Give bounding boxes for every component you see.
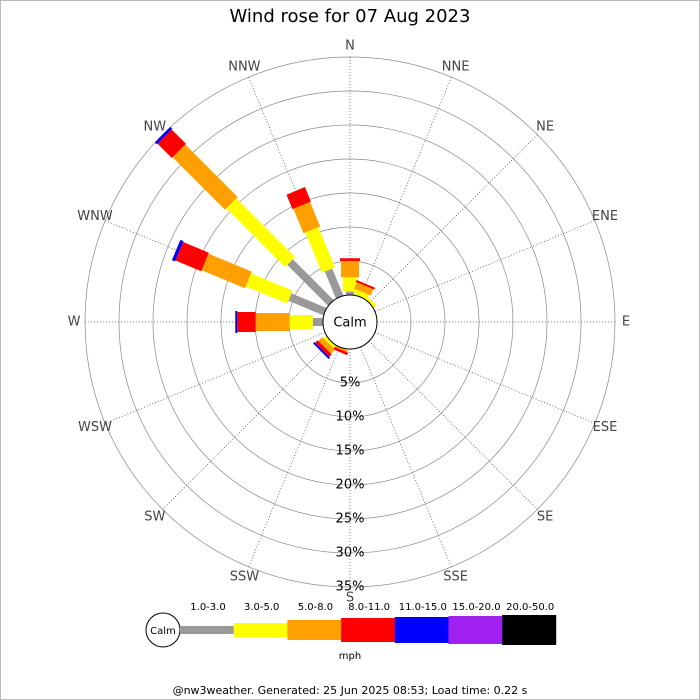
spoke	[374, 331, 595, 424]
direction-label: SSW	[230, 569, 260, 584]
direction-label: NNW	[228, 60, 260, 75]
legend-swatch	[502, 615, 557, 645]
legend-label: 1.0-3.0	[190, 602, 225, 613]
footer: @nw3weather. Generated: 25 Jun 2025 08:5…	[173, 684, 528, 697]
wind-bar	[315, 340, 332, 357]
wind-bar	[245, 273, 293, 304]
direction-label: NE	[536, 119, 554, 134]
chart-title: Wind rose for 07 Aug 2023	[230, 6, 471, 27]
direction-label: NW	[144, 119, 167, 134]
direction-label: E	[622, 315, 630, 330]
spoke	[368, 340, 538, 510]
wind-bar	[293, 201, 321, 234]
wind-bar	[354, 282, 374, 296]
wind-bar	[318, 337, 335, 354]
wind-bar	[313, 341, 331, 359]
legend-swatch	[287, 620, 342, 640]
legend-calm-label: Calm	[150, 626, 176, 637]
direction-label: SW	[144, 510, 165, 525]
spoke	[162, 340, 332, 510]
direction-label: WNW	[77, 209, 113, 224]
wind-bar	[287, 259, 334, 306]
wind-bar	[312, 318, 323, 326]
legend-label: 3.0-5.0	[244, 602, 279, 613]
wind-bar	[171, 239, 184, 262]
wind-bar	[154, 126, 173, 145]
wind-bar	[340, 258, 360, 261]
legend-swatch	[448, 616, 503, 644]
legend-label: 5.0-8.0	[298, 602, 333, 613]
wind-bar	[172, 144, 238, 210]
wind-bar	[235, 311, 238, 333]
ring-label: 25%	[336, 512, 365, 527]
wind-bar	[201, 253, 252, 289]
wind-bar	[324, 268, 344, 299]
wind-bar	[171, 238, 181, 262]
direction-label: S	[346, 591, 354, 606]
wind-bar	[323, 336, 336, 349]
direction-label: ENE	[592, 209, 618, 224]
direction-label: NNE	[442, 60, 470, 75]
direction-label: SSE	[443, 569, 468, 584]
wind-bar	[226, 198, 295, 267]
wind-bar	[286, 187, 311, 210]
calm-label: Calm	[333, 316, 366, 331]
legend-label: 20.0-50.0	[506, 602, 554, 613]
wind-bar	[289, 315, 313, 329]
unit-label: mph	[339, 651, 361, 662]
wind-bar	[237, 312, 256, 332]
legend-label: 15.0-20.0	[452, 602, 500, 613]
wind-bar	[157, 129, 187, 159]
direction-label: SE	[537, 510, 553, 525]
ring-label: 10%	[336, 410, 365, 425]
wind-bar	[341, 261, 359, 278]
spoke	[359, 77, 452, 298]
legend-swatch	[394, 617, 449, 643]
spoke	[374, 220, 595, 313]
wind-bar	[255, 313, 290, 331]
calm-circle	[322, 294, 378, 350]
wind-bar	[305, 227, 335, 273]
wind-bar	[343, 277, 357, 292]
wind-bar	[288, 293, 327, 316]
wind-bar	[355, 280, 376, 290]
legend-swatch	[341, 618, 396, 642]
wind-bar	[175, 242, 209, 272]
direction-label: ESE	[593, 420, 618, 435]
direction-label: W	[68, 315, 81, 330]
direction-label: WSW	[78, 420, 112, 435]
direction-label: N	[345, 39, 355, 54]
legend-swatch	[233, 623, 288, 637]
spoke	[105, 331, 326, 424]
wind-bar	[346, 291, 354, 295]
ring	[152, 124, 548, 520]
spoke	[359, 346, 452, 567]
legend-swatch	[180, 626, 234, 634]
spoke	[248, 346, 341, 567]
legend-label: 8.0-11.0	[348, 602, 390, 613]
wind-bar	[364, 295, 377, 308]
spoke	[368, 134, 538, 304]
legend-label: 11.0-15.0	[399, 602, 447, 613]
